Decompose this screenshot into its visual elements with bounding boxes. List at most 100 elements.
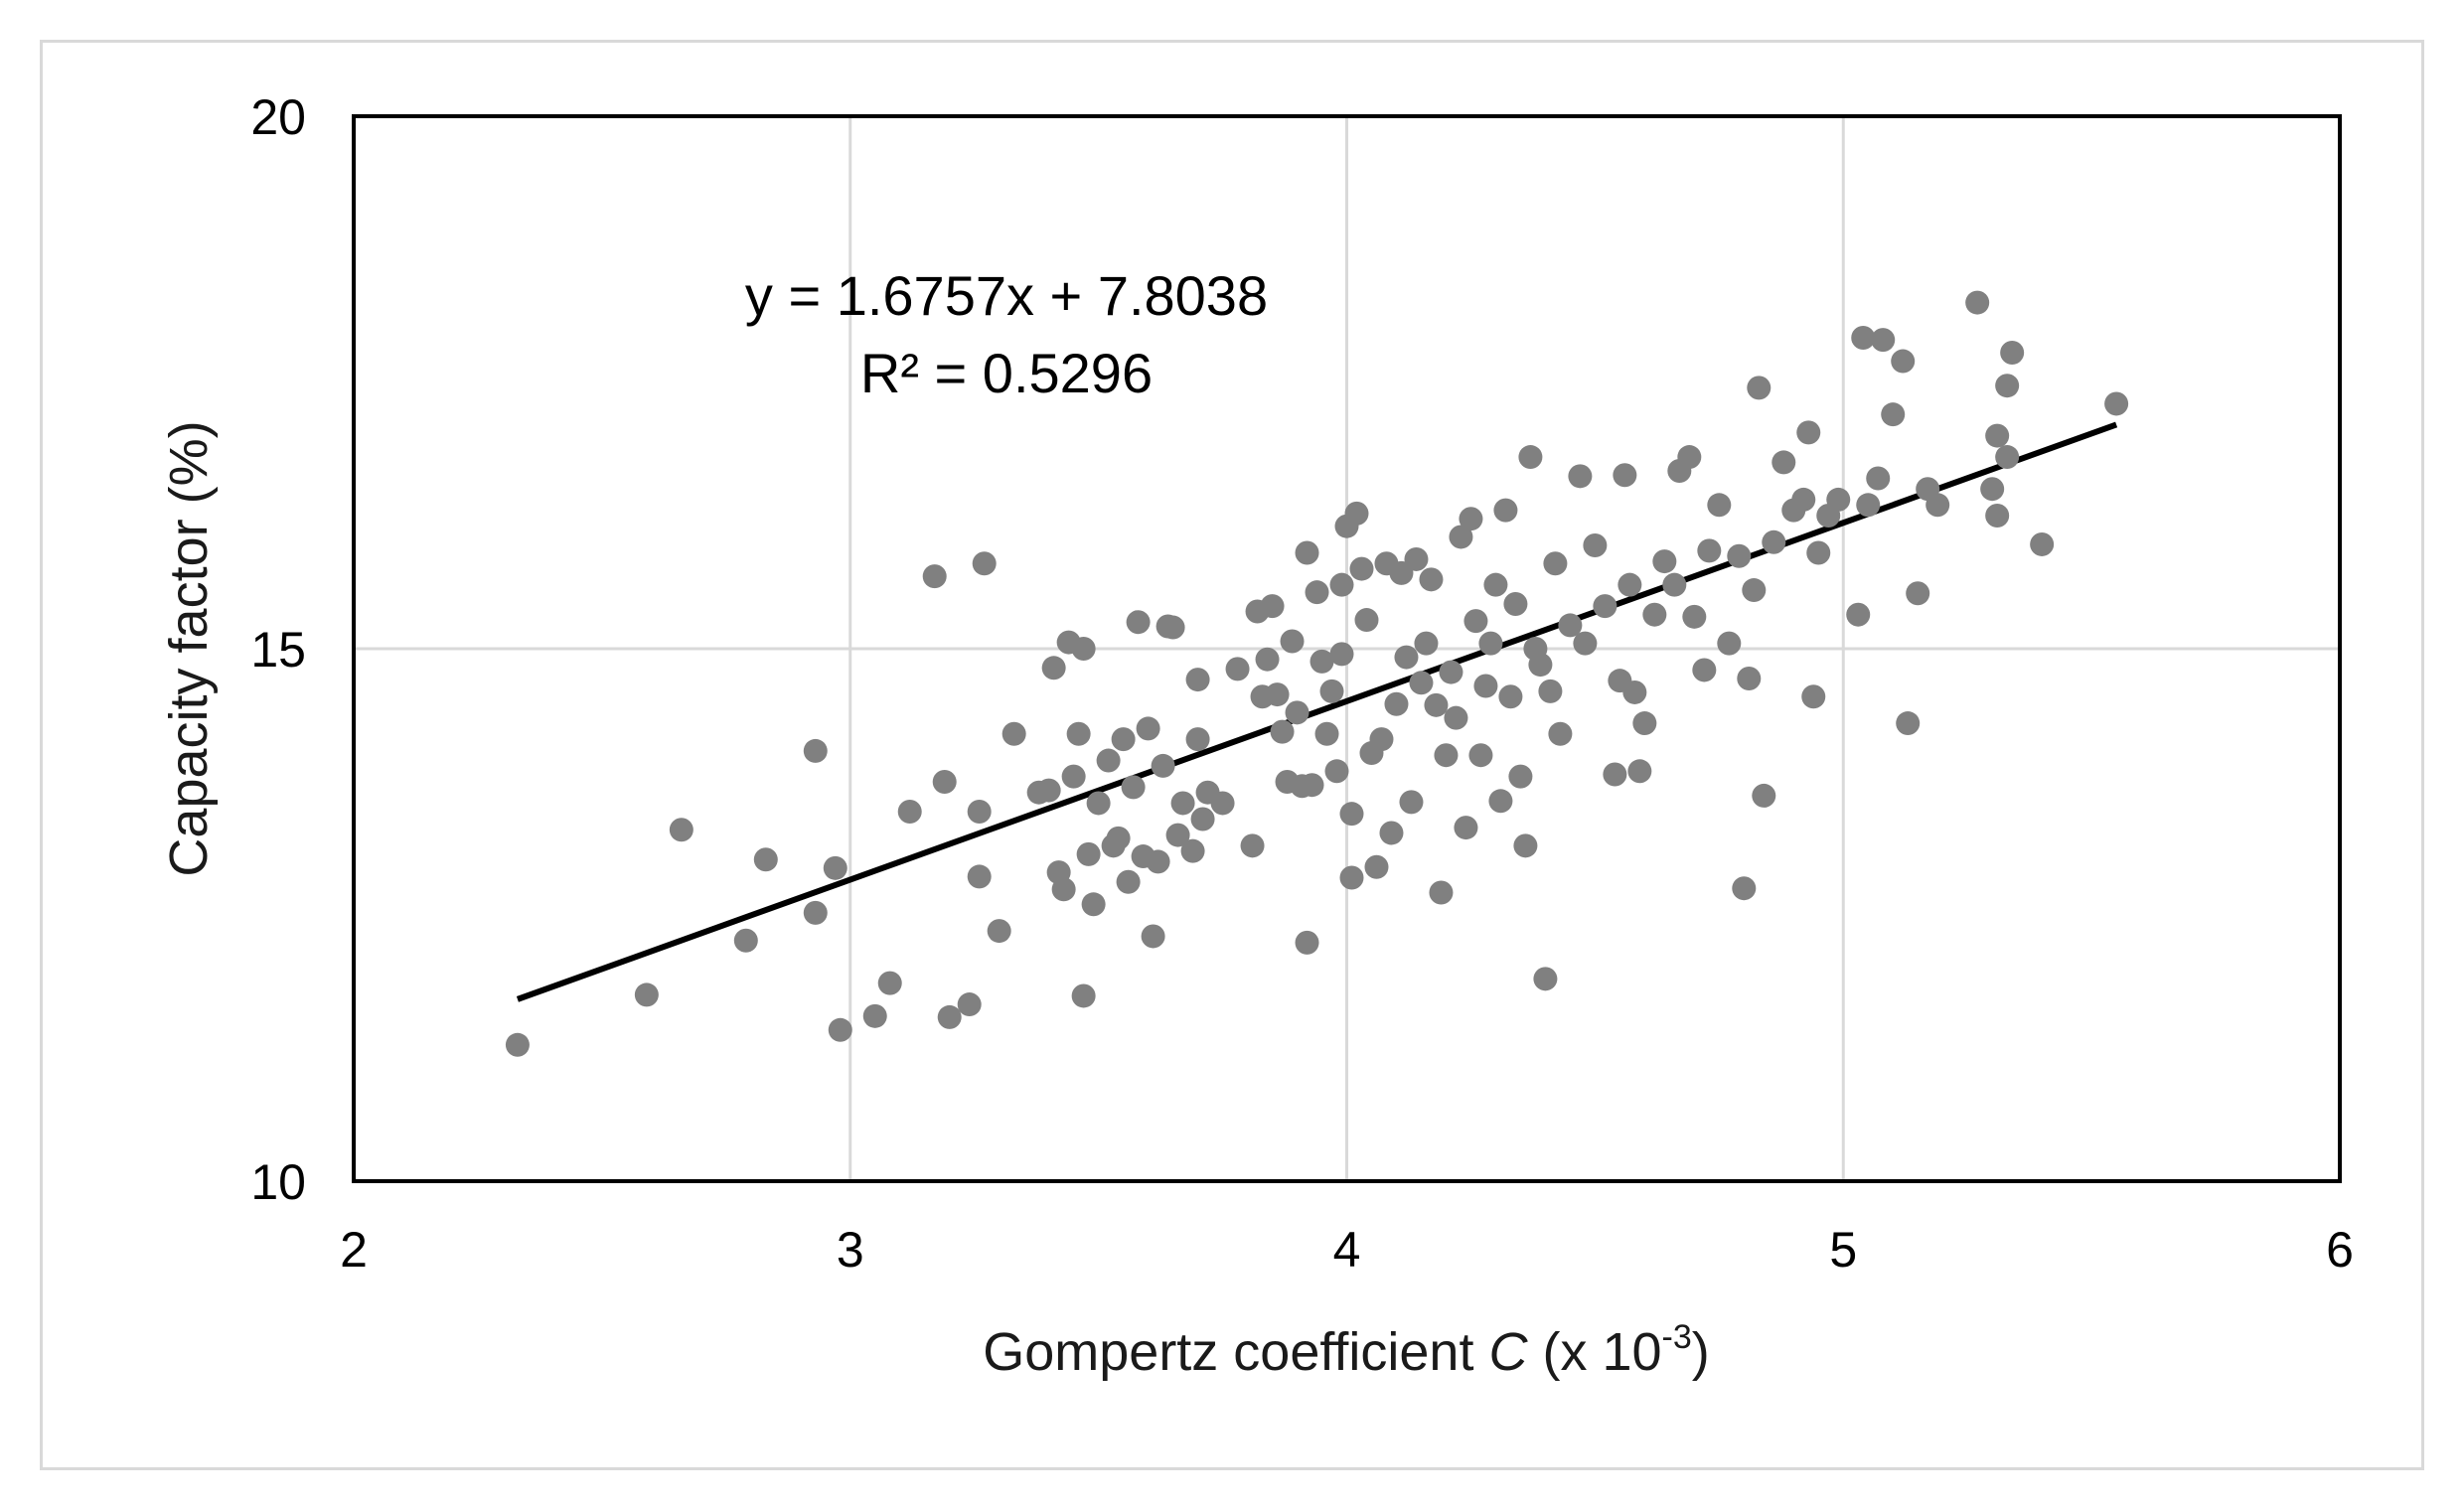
data-point: [1707, 493, 1732, 518]
data-point: [2104, 391, 2129, 416]
data-point: [1329, 572, 1354, 597]
data-point: [1513, 833, 1538, 858]
data-point: [1747, 376, 1771, 400]
x-tick-label: 2: [340, 1222, 368, 1278]
data-point: [1583, 533, 1608, 558]
data-point: [1305, 580, 1329, 605]
data-point: [1434, 743, 1459, 768]
data-point: [1568, 464, 1593, 489]
data-point: [1255, 647, 1280, 672]
data-point: [1240, 833, 1265, 858]
data-point: [505, 1032, 530, 1057]
data-point: [753, 847, 778, 872]
trendline: [516, 421, 2118, 1002]
data-points: [505, 290, 2129, 1057]
data-point: [1548, 721, 1573, 746]
data-point: [1463, 609, 1488, 634]
data-point: [1762, 529, 1786, 554]
data-point: [1851, 325, 1876, 350]
data-point: [1518, 445, 1543, 470]
data-point: [1036, 778, 1061, 803]
data-point: [1732, 876, 1757, 901]
x-tick-label: 5: [1829, 1222, 1857, 1278]
data-point: [1488, 789, 1513, 814]
data-point: [1622, 680, 1647, 704]
x-tick-label: 4: [1333, 1222, 1361, 1278]
data-point: [1151, 753, 1175, 778]
data-point: [1617, 572, 1642, 597]
data-point: [1906, 581, 1930, 606]
data-point: [1180, 838, 1205, 863]
data-point: [1796, 420, 1821, 445]
data-point: [1483, 572, 1508, 597]
data-point: [1329, 642, 1354, 667]
data-point: [967, 864, 992, 889]
data-point: [1985, 504, 2010, 528]
data-point: [967, 800, 992, 825]
data-point: [1081, 892, 1106, 917]
data-point: [1508, 764, 1533, 789]
data-point: [1826, 487, 1851, 512]
data-point: [1314, 721, 1339, 746]
data-point: [1160, 615, 1185, 640]
data-point: [1424, 692, 1449, 717]
data-point: [1344, 501, 1369, 526]
data-point: [1170, 791, 1195, 816]
data-point: [1771, 450, 1796, 475]
data-point: [1116, 869, 1141, 894]
data-point: [1265, 682, 1290, 707]
data-point: [1339, 802, 1364, 827]
data-point: [1677, 445, 1702, 470]
data-point: [1384, 691, 1409, 716]
x-tick-label: 3: [837, 1222, 864, 1278]
data-point: [1429, 880, 1454, 905]
data-point: [972, 551, 997, 576]
data-point: [1364, 854, 1389, 879]
data-point: [1985, 423, 2010, 448]
data-point: [803, 738, 828, 763]
data-point: [1543, 551, 1568, 576]
data-point: [1846, 602, 1871, 627]
data-point: [1071, 983, 1096, 1008]
data-point: [1449, 525, 1473, 549]
data-point: [1210, 791, 1235, 816]
data-point: [1881, 402, 1906, 427]
data-point: [1478, 631, 1503, 656]
data-point: [1394, 645, 1419, 670]
data-point: [1533, 967, 1558, 991]
data-point: [1727, 543, 1752, 568]
data-point: [803, 900, 828, 925]
y-axis-title: Capacity factor (%): [159, 420, 219, 876]
data-point: [1632, 711, 1657, 736]
data-point: [1642, 602, 1667, 627]
chart-frame: 2 3 4 5 6 10 15 20 y = 1.6757x + 7.8038 R² = 0…: [40, 40, 2424, 1470]
data-point: [1319, 679, 1344, 703]
data-point: [1866, 466, 1891, 491]
data-point: [1295, 540, 1319, 565]
data-point: [1285, 700, 1309, 725]
data-point: [1896, 711, 1921, 736]
data-point: [1379, 821, 1404, 845]
data-point: [932, 770, 957, 794]
data-point: [1165, 823, 1190, 847]
data-point: [937, 1004, 962, 1029]
data-point: [1573, 631, 1598, 656]
trendline-r-squared: R² = 0.5296: [860, 342, 1153, 404]
scatter-chart: 2 3 4 5 6 10 15 20 y = 1.6757x + 7.8038 R² = 0…: [159, 89, 2354, 1382]
data-point: [1613, 463, 1637, 488]
data-point: [1419, 567, 1444, 592]
data-point: [1414, 631, 1439, 656]
data-point: [1742, 578, 1767, 603]
data-point: [1627, 759, 1652, 784]
data-point: [1041, 656, 1066, 680]
data-point: [1965, 290, 1990, 315]
data-point: [1717, 631, 1742, 656]
data-point: [634, 982, 659, 1007]
data-point: [1503, 591, 1528, 616]
data-point: [1260, 594, 1285, 619]
data-point: [1051, 877, 1076, 902]
data-point: [1190, 807, 1215, 831]
data-point: [1136, 716, 1160, 741]
data-point: [1791, 487, 1816, 512]
data-point: [1473, 674, 1498, 698]
